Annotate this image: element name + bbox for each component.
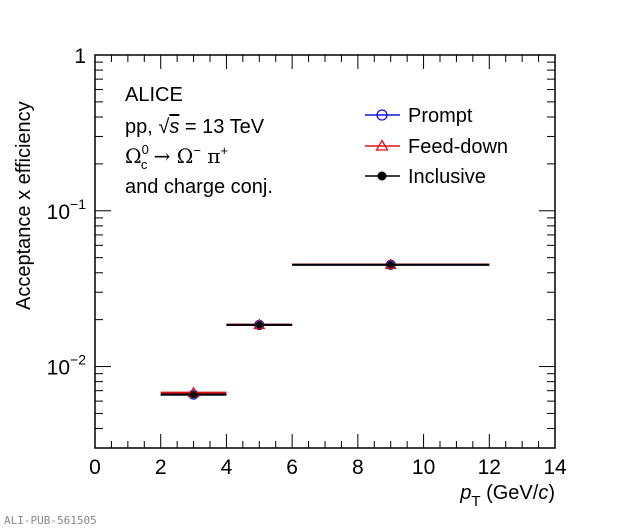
inclusive-point — [189, 391, 198, 399]
axis-ticks — [94, 54, 556, 449]
x-axis-title: pT (GeV/c) — [459, 482, 555, 510]
charge-conj-label: and charge conj. — [125, 176, 273, 198]
inclusive-point — [255, 321, 263, 329]
y-axis-title: Acceptance x efficiency — [13, 101, 35, 310]
series-feed-down — [160, 258, 490, 398]
legend-label-feed-down: Feed-down — [408, 136, 508, 158]
legend-entry-inclusive: Inclusive — [365, 166, 486, 188]
series-inclusive — [160, 261, 490, 399]
x-tick-label: 2 — [155, 456, 167, 479]
x-tick-label: 14 — [543, 456, 567, 479]
legend-label-inclusive: Inclusive — [408, 166, 486, 188]
legend-label-prompt: Prompt — [408, 105, 473, 127]
data-series — [160, 258, 490, 400]
y-tick-label: 10−1 — [47, 196, 87, 224]
y-tick-label: 1 — [74, 45, 86, 68]
y-tick-labels: 1 10−1 10−2 — [47, 45, 87, 380]
x-tick-label: 12 — [478, 456, 501, 479]
legend-entry-prompt: Prompt — [365, 105, 473, 127]
x-tick-label: 8 — [352, 456, 364, 479]
x-tick-label: 10 — [412, 456, 435, 479]
x-tick-label: 6 — [286, 456, 298, 479]
inclusive-point — [387, 261, 395, 269]
legend-entry-feed-down: Feed-down — [365, 136, 508, 158]
x-tick-labels: 0 2 4 6 8 10 12 14 — [89, 456, 567, 479]
legend: Prompt Feed-down Inclusive — [365, 105, 508, 188]
decay-channel-label: Ω0 c → Ω− π+ — [125, 142, 228, 172]
collision-system-label: pp, √s = 13 TeV — [125, 116, 265, 138]
plot-frame — [94, 54, 556, 449]
y-tick-label: 10−2 — [47, 352, 87, 380]
publication-id: ALI-PUB-561505 — [4, 514, 97, 527]
x-tick-label: 4 — [221, 456, 233, 479]
series-prompt — [160, 259, 490, 400]
experiment-label: ALICE — [125, 84, 183, 106]
x-tick-label: 0 — [89, 456, 101, 479]
